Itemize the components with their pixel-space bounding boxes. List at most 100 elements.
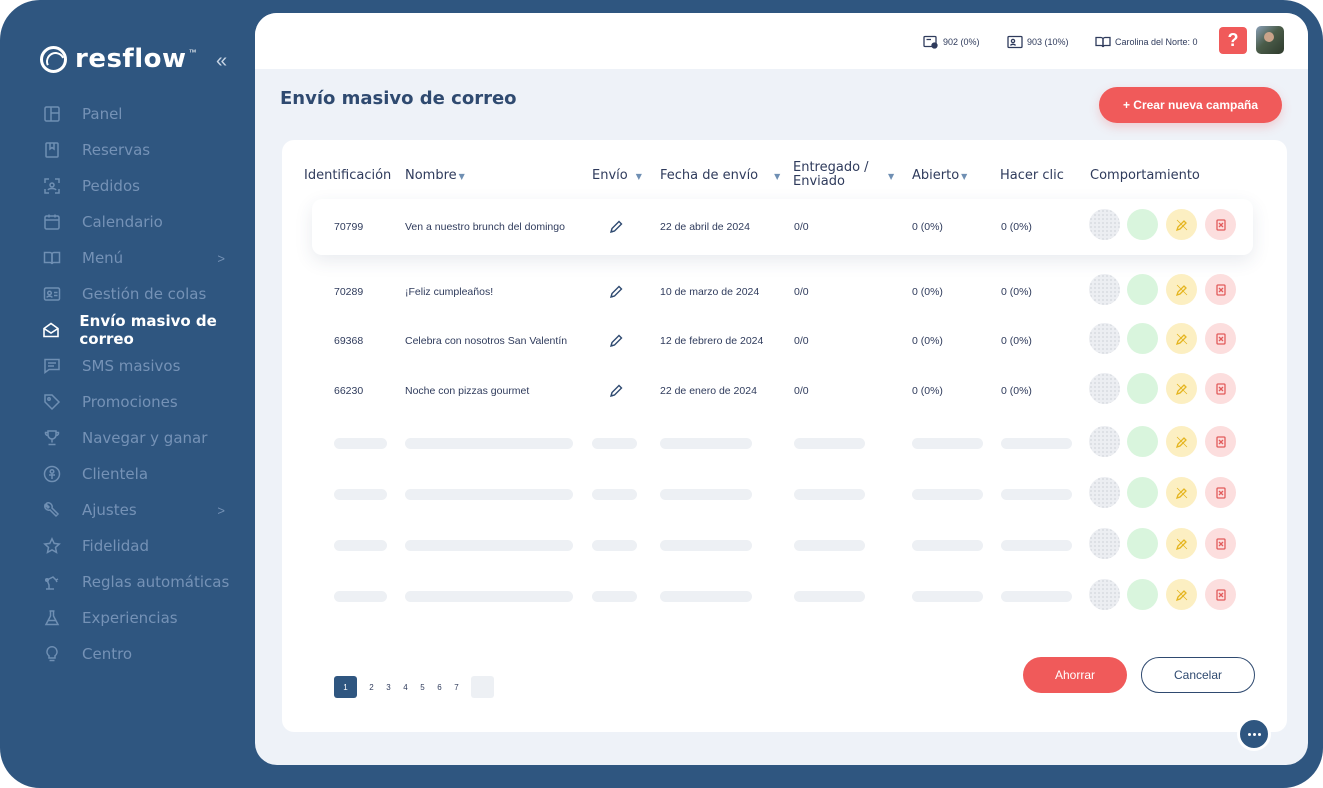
sidebar-item-calendario[interactable]: Calendario	[40, 204, 255, 240]
cell-opened: 0 (0%)	[912, 286, 943, 298]
delete-action[interactable]	[1205, 579, 1236, 610]
preview-action[interactable]	[1089, 274, 1120, 305]
stat-reservations[interactable]: 902 (0%)	[923, 35, 980, 49]
preview-action[interactable]	[1089, 209, 1120, 240]
preview-action[interactable]	[1089, 477, 1120, 508]
edit-action[interactable]	[1166, 579, 1197, 610]
table-row[interactable]: 66230 Noche con pizzas gourmet 22 de ene…	[282, 365, 1287, 415]
sidebar-item-reglas-automaticas[interactable]: Reglas automáticas	[40, 564, 255, 600]
edit-action[interactable]	[1166, 426, 1197, 457]
send-action[interactable]	[1127, 579, 1158, 610]
column-header-clicks[interactable]: Hacer clic	[1000, 168, 1064, 183]
edit-action[interactable]	[1166, 209, 1197, 240]
preview-action[interactable]	[1089, 323, 1120, 354]
sidebar-item-fidelidad[interactable]: Fidelidad	[40, 528, 255, 564]
sidebar-item-navegar-y-ganar[interactable]: Navegar y ganar	[40, 420, 255, 456]
sidebar-item-sms-masivos[interactable]: SMS masivos	[40, 348, 255, 384]
page-button[interactable]: 2	[369, 682, 374, 692]
preview-action[interactable]	[1089, 528, 1120, 559]
send-action[interactable]	[1127, 528, 1158, 559]
collapse-sidebar-icon[interactable]: «	[216, 50, 228, 72]
sidebar-item-label: Experiencias	[82, 609, 178, 627]
sidebar-item-envio-masivo-de-correo[interactable]: Envío masivo de correo	[40, 312, 255, 348]
edit-action[interactable]	[1166, 373, 1197, 404]
column-header-send[interactable]: Envío ▼	[592, 168, 642, 183]
send-action[interactable]	[1127, 323, 1158, 354]
pencil-icon[interactable]	[608, 333, 624, 349]
edit-action[interactable]	[1166, 274, 1197, 305]
location-selector[interactable]: Carolina del Norte: 0	[1095, 35, 1198, 49]
cell-clicks: 0 (0%)	[1001, 335, 1032, 347]
sidebar-item-label: Envío masivo de correo	[79, 312, 217, 348]
skeleton-bar	[1001, 591, 1072, 602]
column-header-name[interactable]: Nombre ▼	[405, 168, 465, 183]
preview-action[interactable]	[1089, 426, 1120, 457]
skeleton-bar	[794, 489, 865, 500]
page-button[interactable]: 7	[454, 682, 459, 692]
column-header-opened[interactable]: Abierto ▼	[912, 168, 967, 183]
brand-logo[interactable]: resflow ™	[40, 44, 197, 74]
sidebar-item-centro[interactable]: Centro	[40, 636, 255, 672]
send-action[interactable]	[1127, 209, 1158, 240]
sidebar-item-promociones[interactable]: Promociones	[40, 384, 255, 420]
chat-dot-icon	[1252, 732, 1256, 736]
sidebar-item-ajustes[interactable]: Ajustes >	[40, 492, 255, 528]
help-button[interactable]: ?	[1219, 27, 1247, 54]
page-button[interactable]: 6	[437, 682, 442, 692]
stat-queue[interactable]: 903 (10%)	[1007, 35, 1069, 49]
sidebar-item-gestion-de-colas[interactable]: Gestión de colas	[40, 276, 255, 312]
chat-bubble-button[interactable]	[1237, 717, 1271, 751]
delete-action[interactable]	[1205, 209, 1236, 240]
delete-action[interactable]	[1205, 477, 1236, 508]
send-action[interactable]	[1127, 426, 1158, 457]
page-button-current[interactable]: 1	[334, 676, 357, 698]
table-row[interactable]: 70799 Ven a nuestro brunch del domingo 2…	[312, 199, 1253, 255]
pencil-icon[interactable]	[608, 219, 624, 235]
page-button[interactable]: 4	[403, 682, 408, 692]
edit-action[interactable]	[1166, 477, 1197, 508]
pencil-icon[interactable]	[608, 383, 624, 399]
sidebar-item-menu[interactable]: Menú >	[40, 240, 255, 276]
delete-action[interactable]	[1205, 528, 1236, 559]
send-action[interactable]	[1127, 274, 1158, 305]
table-row[interactable]: 69368 Celebra con nosotros San Valentín …	[282, 316, 1287, 366]
create-campaign-button[interactable]: + Crear nueva campaña	[1099, 87, 1282, 123]
sidebar-item-panel[interactable]: Panel	[40, 96, 255, 132]
preview-action[interactable]	[1089, 579, 1120, 610]
page-button[interactable]: 3	[386, 682, 391, 692]
column-header-id[interactable]: Identificación	[304, 168, 391, 183]
column-header-date[interactable]: Fecha de envío ▼	[660, 168, 780, 183]
lightbulb-icon	[40, 642, 64, 666]
wrench-icon	[40, 498, 64, 522]
next-page-button[interactable]	[471, 676, 494, 698]
page-button[interactable]: 5	[420, 682, 425, 692]
preview-action[interactable]	[1089, 373, 1120, 404]
cancel-button[interactable]: Cancelar	[1141, 657, 1255, 693]
sidebar-item-clientela[interactable]: Clientela	[40, 456, 255, 492]
skeleton-bar	[912, 489, 983, 500]
delete-action[interactable]	[1205, 373, 1236, 404]
save-button[interactable]: Ahorrar	[1023, 657, 1127, 693]
star-icon	[40, 534, 64, 558]
send-action[interactable]	[1127, 373, 1158, 404]
delete-action[interactable]	[1205, 426, 1236, 457]
trash-icon	[1215, 283, 1226, 296]
table-row[interactable]: 70289 ¡Feliz cumpleaños! 10 de marzo de …	[282, 267, 1287, 317]
avatar[interactable]	[1256, 26, 1284, 54]
logo-mark-icon	[40, 45, 67, 73]
cell-id: 70289	[334, 286, 364, 298]
cell-name: Ven a nuestro brunch del domingo	[405, 221, 565, 233]
column-header-delivered[interactable]: Entregado / Enviado	[793, 161, 869, 189]
edit-action[interactable]	[1166, 323, 1197, 354]
sidebar-item-experiencias[interactable]: Experiencias	[40, 600, 255, 636]
edit-action[interactable]	[1166, 528, 1197, 559]
delete-action[interactable]	[1205, 323, 1236, 354]
delete-action[interactable]	[1205, 274, 1236, 305]
sidebar-item-pedidos[interactable]: Pedidos	[40, 168, 255, 204]
cell-name: Noche con pizzas gourmet	[405, 385, 530, 397]
send-action[interactable]	[1127, 477, 1158, 508]
sidebar-item-reservas[interactable]: Reservas	[40, 132, 255, 168]
pencil-icon[interactable]	[608, 284, 624, 300]
column-header-delivered-sort[interactable]: ▼	[886, 168, 894, 183]
brand-name: resflow	[75, 44, 187, 74]
